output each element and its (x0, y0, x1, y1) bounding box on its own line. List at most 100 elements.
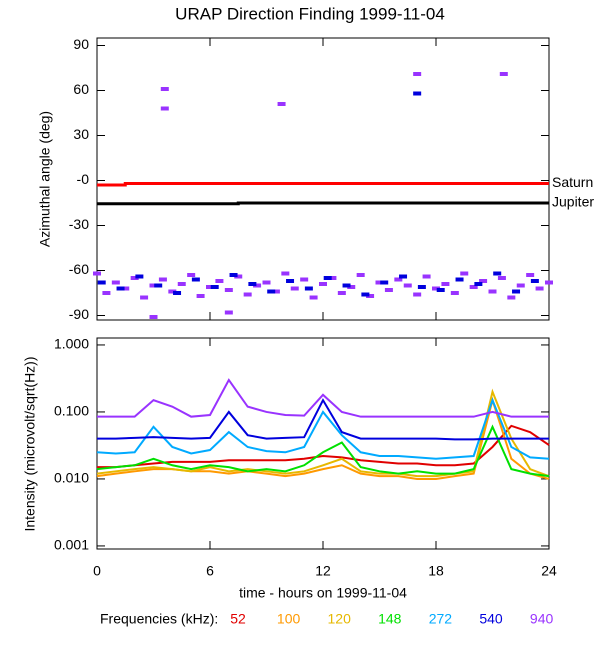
series-label: Jupiter (552, 194, 594, 210)
scatter-point (149, 283, 158, 288)
legend-entry: 940 (530, 611, 554, 627)
scatter-point (93, 271, 101, 276)
scatter-point (130, 276, 139, 280)
series-line (97, 424, 550, 469)
legend-entry: 148 (378, 611, 402, 627)
legend-entry: 120 (328, 611, 352, 627)
scatter-point (413, 72, 422, 76)
scatter-point (173, 291, 182, 295)
scatter-point (160, 87, 169, 91)
x-axis-title: time - hours on 1999-11-04 (239, 585, 407, 601)
y-tick-label: -0 (77, 171, 90, 187)
scatter-point (154, 283, 163, 288)
y-tick-label: -90 (69, 306, 89, 322)
scatter-point (290, 286, 299, 291)
chart-title: URAP Direction Finding 1999-11-04 (175, 4, 445, 23)
scatter-point (253, 283, 262, 288)
y-tick-label: 60 (73, 81, 89, 97)
scatter-point (102, 291, 111, 295)
scatter-point (535, 286, 544, 291)
scatter-point (319, 282, 327, 286)
scatter-point (323, 276, 332, 280)
scatter-point (177, 282, 186, 286)
scatter-point (168, 289, 177, 294)
scatter-point (441, 282, 450, 286)
scatter-point (191, 277, 200, 282)
scatter-point (116, 286, 125, 291)
y-tick-label: -30 (69, 216, 89, 232)
scatter-point (375, 280, 384, 285)
scatter-point (97, 280, 106, 285)
scatter-point (224, 310, 233, 315)
series-line (97, 201, 549, 206)
scatter-point (135, 274, 144, 279)
scatter-point (530, 279, 539, 283)
scatter-point (187, 273, 196, 277)
series-line (97, 398, 549, 441)
scatter-point (224, 288, 233, 292)
x-tick-label: 6 (206, 563, 214, 579)
y-tick-label: 1.000 (54, 336, 89, 352)
legend-title: Frequencies (kHz): (100, 611, 218, 627)
scatter-point (121, 286, 130, 291)
scatter-point (413, 292, 422, 297)
scatter-point (394, 277, 403, 282)
scatter-point (455, 277, 464, 282)
y-tick-label: 0.001 (54, 537, 89, 553)
scatter-point (277, 102, 286, 106)
scatter-point (384, 288, 393, 292)
y-tick-label: 0.010 (54, 470, 89, 486)
series-line (97, 378, 549, 418)
scatter-point (229, 273, 238, 277)
scatter-point (234, 274, 243, 279)
scatter-point (210, 285, 219, 289)
legend-entry: 52 (230, 611, 246, 627)
scatter-point (160, 106, 169, 111)
scatter-point (158, 277, 167, 282)
scatter-point (337, 291, 346, 295)
scatter-point (516, 283, 525, 288)
scatter-point (436, 288, 445, 292)
legend-entry: 100 (277, 611, 301, 627)
scatter-point (450, 291, 459, 295)
legend-entry: 540 (479, 611, 503, 627)
series-label: Saturn (552, 174, 593, 190)
scatter-point (206, 285, 214, 289)
scatter-point (403, 283, 412, 288)
series-line (96, 388, 550, 478)
scatter-point (262, 280, 271, 285)
scatter-point (328, 276, 337, 280)
x-tick-label: 12 (315, 563, 331, 579)
scatter-point (196, 294, 205, 298)
scatter-point (417, 285, 426, 289)
y-tick-label: 0.100 (54, 403, 89, 419)
scatter-point (526, 273, 535, 277)
y-tick-label: -60 (69, 261, 89, 277)
scatter-point (286, 279, 295, 283)
scatter-point (512, 289, 521, 294)
scatter-point (432, 286, 440, 291)
scatter-point (460, 271, 469, 276)
scatter-point (281, 271, 290, 276)
scatter-point (267, 289, 276, 294)
scatter-point (422, 274, 431, 279)
scatter-point (413, 91, 422, 96)
x-tick-label: 18 (428, 563, 444, 579)
y-tick-label: 30 (73, 126, 89, 142)
scatter-point (271, 289, 280, 294)
scatter-point (507, 295, 516, 300)
scatter-point (304, 286, 313, 291)
scatter-point (499, 72, 508, 76)
y-axis-title: Intensity (microvolt/sqrt(Hz)) (22, 356, 38, 531)
scatter-point (356, 273, 365, 277)
x-tick-label: 24 (541, 563, 557, 579)
y-axis-title: Azimuthal angle (deg) (37, 111, 53, 247)
scatter-point (493, 271, 502, 276)
scatter-point (474, 282, 483, 286)
series-line (97, 182, 549, 187)
scatter-point (347, 285, 356, 289)
series-line (96, 424, 550, 478)
scatter-point (149, 315, 158, 319)
scatter-point (488, 289, 497, 294)
